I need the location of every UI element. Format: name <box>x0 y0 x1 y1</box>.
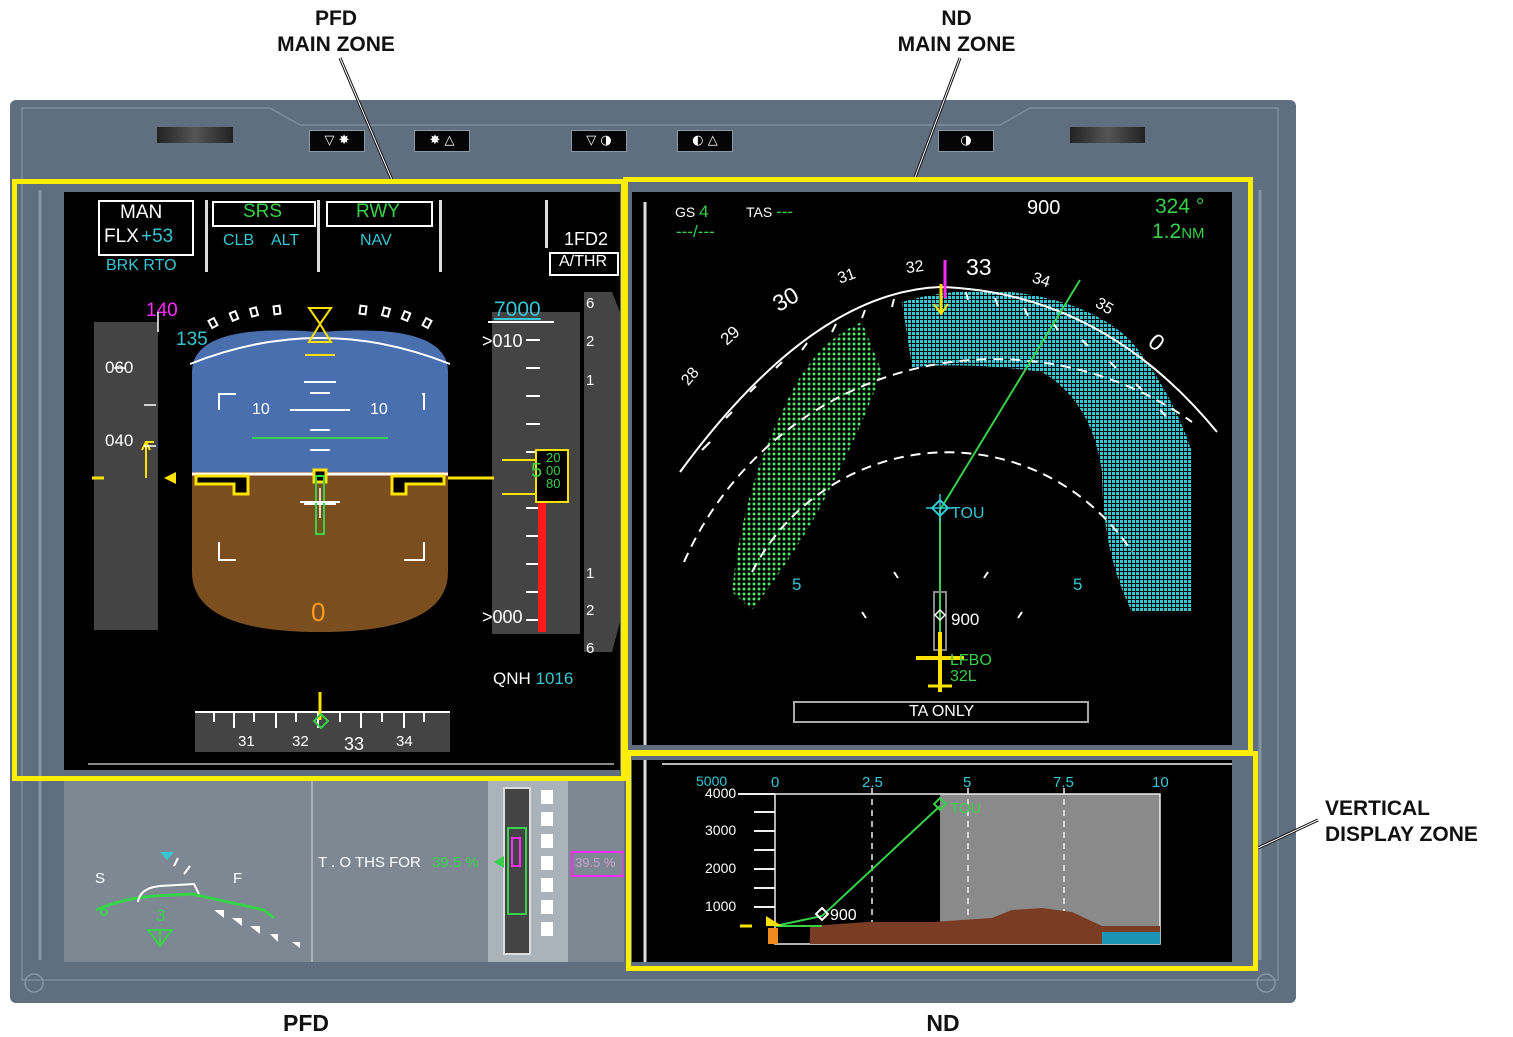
fma-fd: 1FD2 <box>564 229 609 249</box>
speed-tape <box>94 322 158 630</box>
flap-label: F <box>233 870 243 887</box>
alt-drum: 20 00 80 <box>546 450 561 491</box>
vd-alt-4000: 4000 <box>705 785 737 801</box>
vd-dist-10: 10 <box>1152 774 1169 791</box>
dim-button-2[interactable]: ▽ ◑ <box>571 130 627 152</box>
vs-tick: 6 <box>586 640 595 657</box>
waypoint-tou: TOU <box>951 505 985 522</box>
pfd-main-zone-frame <box>12 179 626 781</box>
runway-airport: LFBO <box>950 652 992 669</box>
callout-pfd-main-zone: PFD MAIN ZONE <box>277 7 395 56</box>
vd-dist-5: 5 <box>963 774 972 791</box>
slat-label: S <box>95 870 106 887</box>
contrast-button[interactable]: ◑ <box>938 130 994 152</box>
waypoint-900: 900 <box>951 610 980 629</box>
pitch-label-right: 10 <box>370 401 388 418</box>
vd-alt-top: 5000 <box>696 773 728 789</box>
label-pfd: PFD <box>283 1010 329 1036</box>
range-label-right: 5 <box>1073 575 1083 594</box>
speed-trend-value: 0 <box>311 597 326 627</box>
compass-33: 33 <box>966 254 992 280</box>
vd-alt-3000: 3000 <box>705 822 737 838</box>
selected-altitude: 7000 <box>494 298 541 321</box>
fma-divider <box>545 200 548 248</box>
flaps-diagram <box>95 780 624 962</box>
runway-id: 32L <box>950 668 977 685</box>
flap-config: 3 <box>156 906 166 925</box>
brightness-knob-right[interactable] <box>1070 127 1145 143</box>
fma-brk-rto: BRK RTO <box>106 257 177 274</box>
nd-distance-readout: 1.2NM <box>1152 220 1205 243</box>
pitch-label-left: 10 <box>252 401 270 418</box>
wind-readout: ---/--- <box>676 222 715 241</box>
fma-man: MAN <box>120 202 163 223</box>
vs-tick: 2 <box>586 602 595 619</box>
ths-value: 39.5 % <box>432 854 479 871</box>
heading-33: 33 <box>344 734 365 754</box>
fma-rwy: RWY <box>356 201 400 222</box>
vertical-display-zone-frame <box>626 751 1258 971</box>
fma-divider <box>439 200 442 272</box>
alt-upper: >010 <box>482 331 523 351</box>
vd-alt-marker: 900 <box>830 907 857 924</box>
heading-32: 32 <box>292 733 309 750</box>
fma-clb: CLB <box>223 232 255 249</box>
dim-button-1[interactable]: ▽ ✸ <box>309 130 365 152</box>
vd-alt-2000: 2000 <box>705 860 737 876</box>
fma-flex-temp: +53 <box>141 226 174 247</box>
vs-tick: 1 <box>586 565 595 582</box>
label-nd: ND <box>926 1010 960 1036</box>
fma-box-srs <box>212 201 316 227</box>
pfd-lower-divider <box>311 780 313 962</box>
fma-box-thrust <box>98 200 194 256</box>
ths-box-value: 39.5 % <box>575 855 616 870</box>
vs-tick: 6 <box>586 295 595 312</box>
nd-range-top: 900 <box>1027 197 1061 219</box>
fma-nav: NAV <box>360 232 392 249</box>
fma-alt: ALT <box>271 232 300 249</box>
heading-34: 34 <box>396 733 413 750</box>
tcas-mode: TA ONLY <box>909 703 975 720</box>
callout-nd-main-zone: ND MAIN ZONE <box>897 7 1016 56</box>
vs-tick: 2 <box>586 333 595 350</box>
nd-main-zone-frame <box>623 177 1253 755</box>
alt-lower: >000 <box>482 607 523 627</box>
fma-flx: FLX <box>104 226 139 247</box>
vd-dist-0: 0 <box>771 774 780 791</box>
nd-heading-readout: 324 ° <box>1155 195 1205 218</box>
fma-srs: SRS <box>243 201 283 222</box>
vd-tou: TOU <box>950 800 982 817</box>
brightness-knob-left[interactable] <box>157 127 233 143</box>
speed-tick-040: 040 <box>105 431 134 450</box>
vertical-profile <box>643 760 1232 962</box>
nd-map <box>643 202 1218 745</box>
fma-athr: A/THR <box>559 253 607 270</box>
vd-dist-2-5: 2.5 <box>862 774 883 791</box>
fma-box-athr <box>549 252 619 276</box>
ths-label: T . O THS FOR <box>318 854 421 871</box>
vd-alt-1000: 1000 <box>705 898 737 914</box>
gs-label: GS 4 <box>675 202 709 221</box>
bright-button-1[interactable]: ✸ △ <box>414 130 470 152</box>
tas-label: TAS --- <box>746 202 794 221</box>
fma-divider <box>205 200 208 272</box>
v2-speed: 135 <box>176 329 208 350</box>
range-label-left: 5 <box>792 575 802 594</box>
heading-31: 31 <box>238 733 255 750</box>
bright-button-2[interactable]: ◐ △ <box>677 130 733 152</box>
qnh-setting: QNH 1016 <box>493 669 574 688</box>
vs-tick: 1 <box>586 372 595 389</box>
attitude-indicator <box>88 292 620 765</box>
vd-dist-7-5: 7.5 <box>1053 774 1074 791</box>
fma-divider <box>317 200 320 272</box>
fma-box-rwy <box>326 201 433 227</box>
alt-current: 5 <box>531 460 543 482</box>
vmax-speed: 140 <box>146 300 178 321</box>
callout-vertical-display-zone: VERTICAL DISPLAY ZONE <box>1325 797 1478 846</box>
